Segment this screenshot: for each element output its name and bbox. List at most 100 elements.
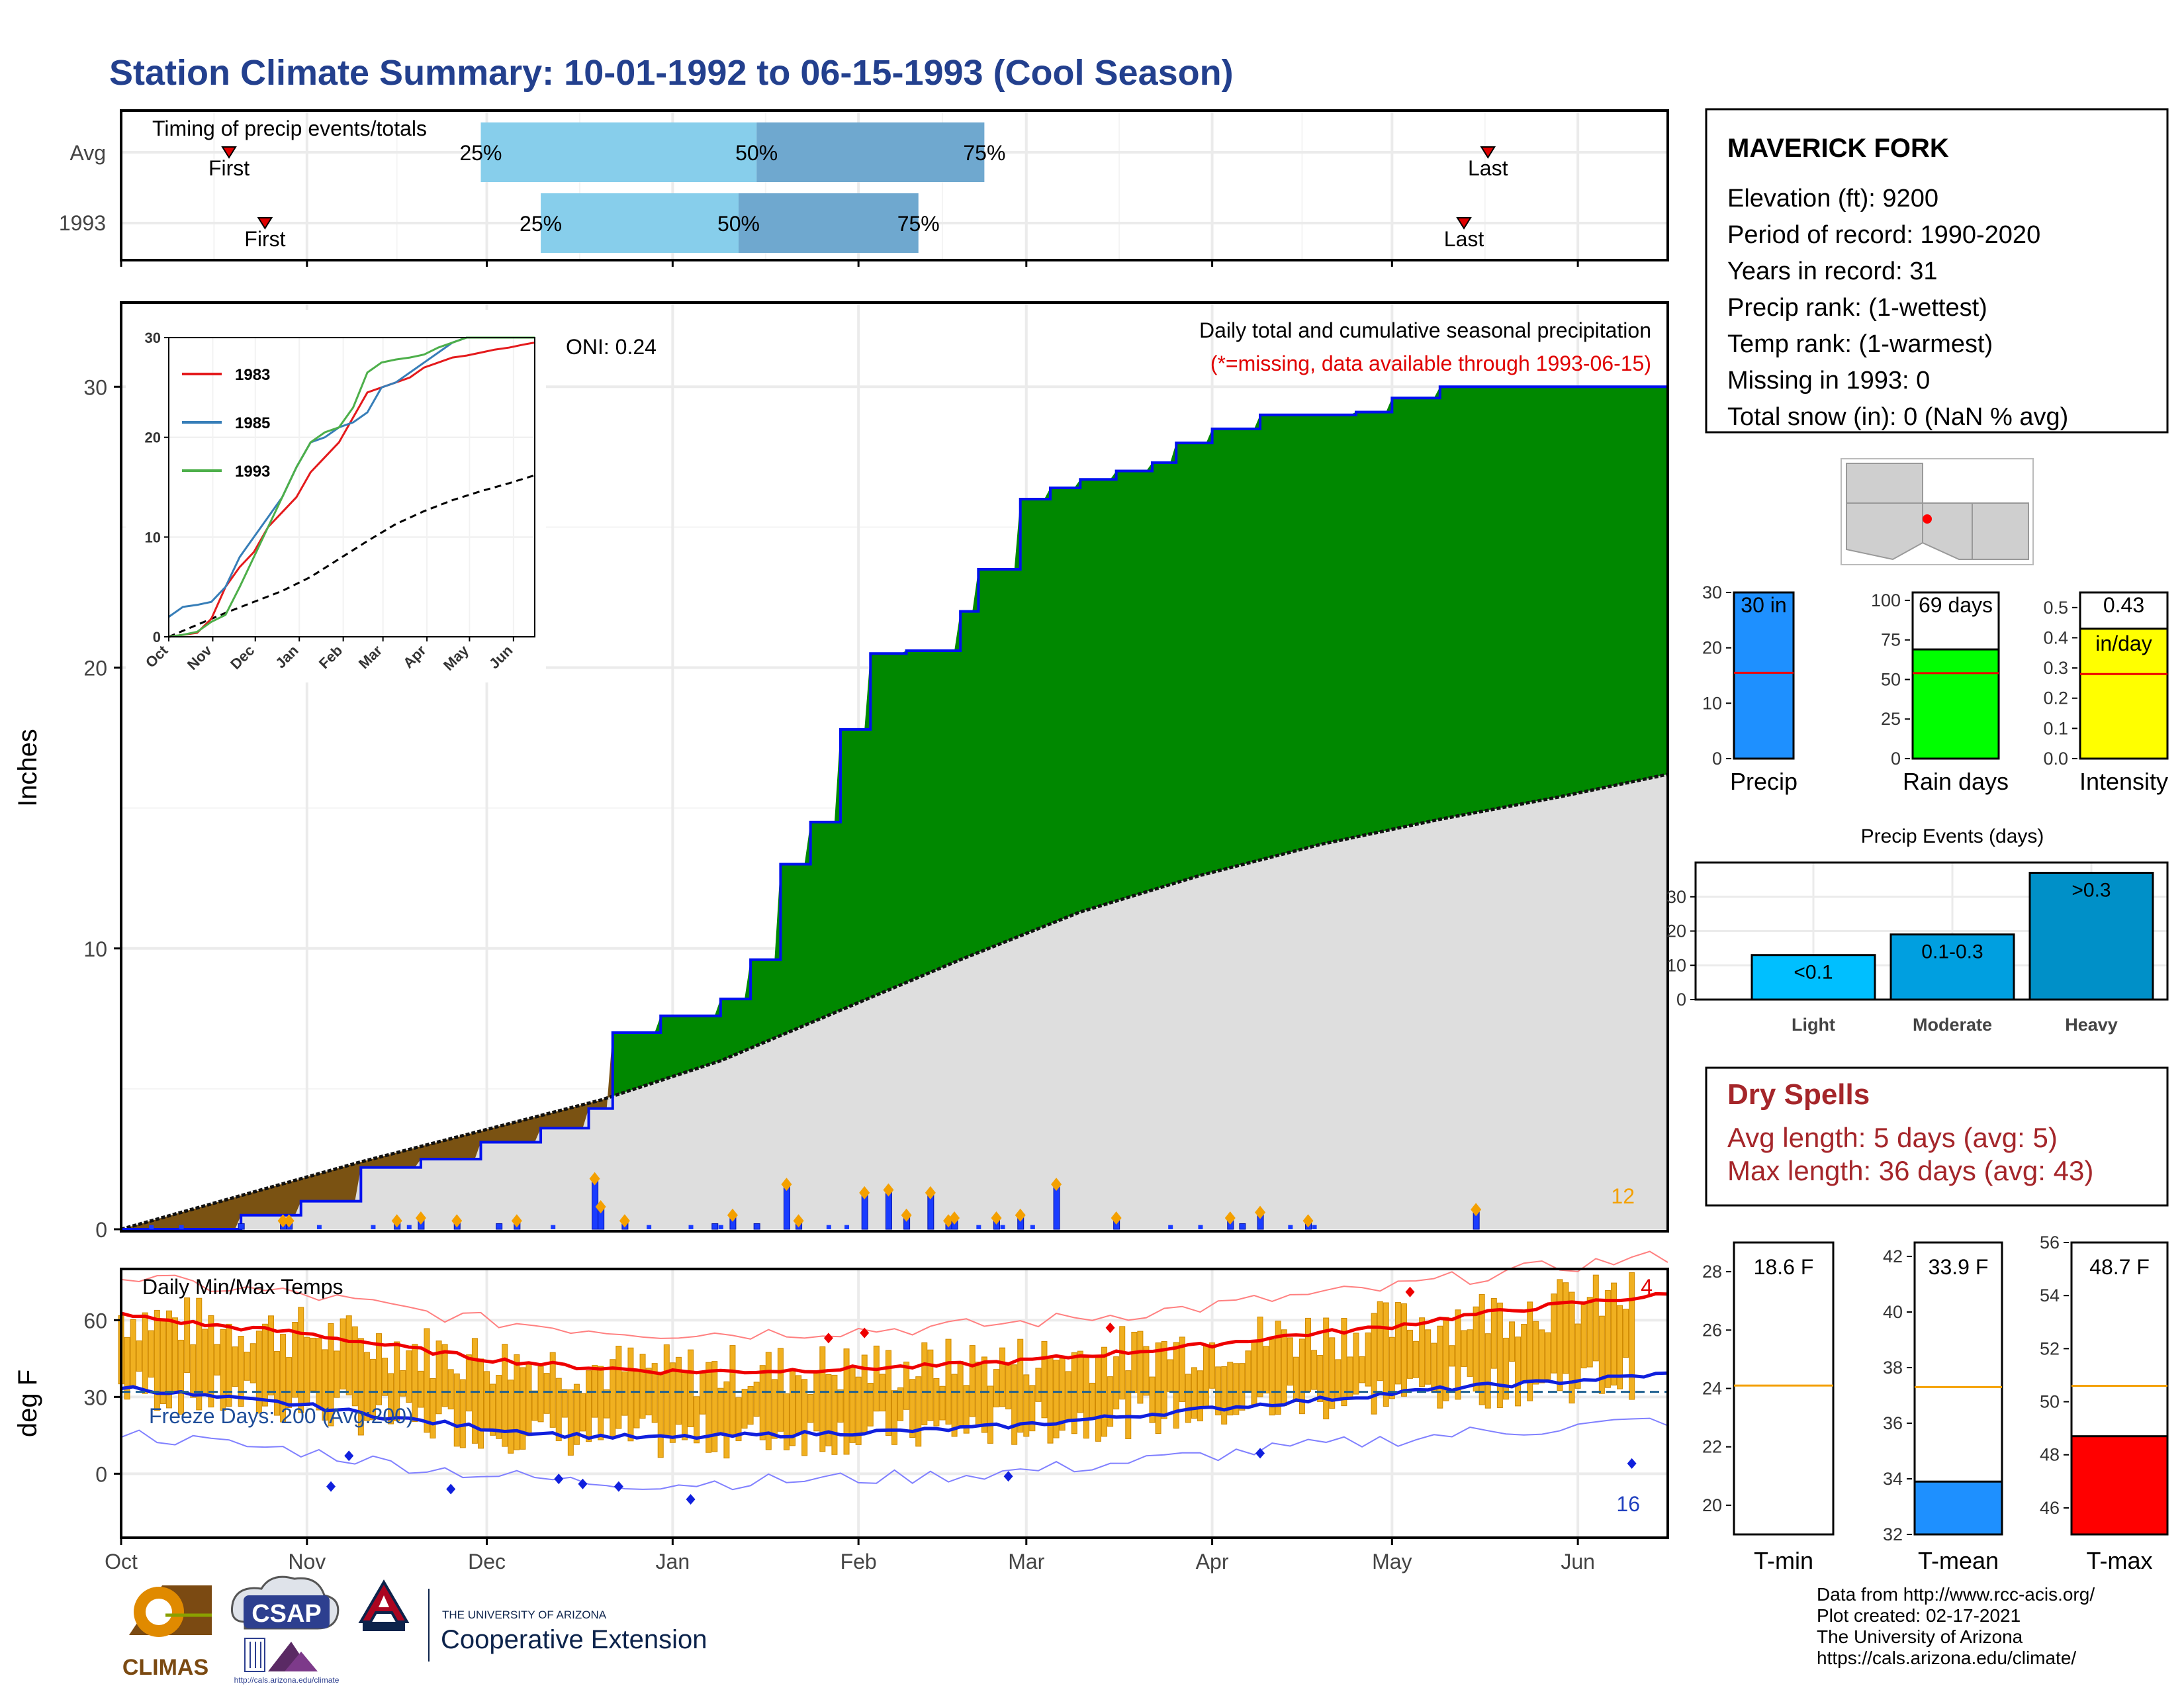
timing-first-marker [257, 217, 273, 230]
daily-temp-bar [1173, 1342, 1179, 1429]
daily-temp-bar [1233, 1363, 1240, 1415]
temp-summary-label: T-mean [1918, 1547, 1999, 1574]
events-bar-label: <0.1 [1794, 962, 1833, 984]
ua-big-text: Cooperative Extension [441, 1625, 707, 1654]
freeze-days-label: Freeze Days: 200 (Avg:200) [149, 1404, 414, 1428]
daily-temp-bar [1557, 1279, 1563, 1391]
daily-temp-bar [1437, 1325, 1443, 1409]
timing-p75-label: 75% [963, 141, 1005, 165]
daily-temp-bar [1479, 1294, 1485, 1405]
inset-legend-label: 1993 [235, 463, 270, 481]
daily-temp-bar [783, 1393, 790, 1450]
daily-temp-bar [214, 1344, 220, 1376]
daily-temp-bar [184, 1297, 191, 1374]
daily-temp-bar [915, 1376, 922, 1447]
daily-temp-bar [921, 1342, 928, 1426]
timing-panel: Timing of precip events/totals Avg 1993 … [59, 109, 1669, 267]
daily-precip-bar [1030, 1225, 1035, 1229]
heavy-event-marker [793, 1214, 804, 1228]
daily-temp-bar [1371, 1313, 1377, 1415]
logos: CLIMAS CSAP http://cals.arizona.edu/clim… [116, 1575, 707, 1685]
events-title: Precip Events (days) [1861, 825, 2044, 847]
daily-temp-bar [1388, 1336, 1395, 1399]
daily-temp-bar [202, 1329, 208, 1395]
temp-summary-tick-label: 34 [1883, 1469, 1903, 1489]
heavy-event-marker [283, 1214, 295, 1228]
summary-bar-label: Rain days [1903, 768, 2009, 795]
heavy-event-marker [1051, 1178, 1062, 1192]
temp-summary-tick-label: 46 [2040, 1498, 2060, 1518]
temp-summary-tick-label: 48 [2040, 1445, 2060, 1465]
daily-temp-bar [232, 1346, 238, 1387]
timing-p50-label: 50% [717, 212, 760, 236]
events-bar [1889, 933, 2015, 1001]
daily-temp-bar [280, 1334, 287, 1423]
summary-bar-tick-label: 0.4 [2043, 628, 2068, 647]
daily-temp-bar [148, 1330, 154, 1378]
daily-temp-bar [424, 1328, 430, 1433]
heavy-event-marker [883, 1183, 894, 1197]
daily-temp-bar [1413, 1340, 1420, 1378]
daily-temp-bar [735, 1397, 742, 1442]
daily-temp-bar [759, 1365, 766, 1440]
daily-temp-bar [610, 1359, 616, 1437]
daily-temp-bar [1539, 1329, 1545, 1383]
daily-precip-bar [316, 1225, 322, 1229]
daily-temp-bar [969, 1345, 976, 1417]
daily-temp-bar [555, 1378, 562, 1442]
daily-temp-bar [190, 1344, 197, 1398]
daily-temp-bar [316, 1338, 322, 1411]
footer-line: https://cals.arizona.edu/climate/ [1817, 1648, 2076, 1668]
summary-bar-tick-label: 10 [1702, 693, 1722, 713]
daily-precip-bar [1168, 1225, 1173, 1229]
heavy-event-marker [781, 1178, 792, 1192]
daily-temp-bar [1400, 1303, 1407, 1397]
daily-temp-bar [1580, 1301, 1587, 1369]
timing-last-marker [1456, 217, 1472, 230]
daily-temp-bar [1287, 1337, 1293, 1386]
daily-temp-bar [1143, 1346, 1150, 1396]
precip-events-chart: Precip Events (days) <0.1 Light 0.1-0.3 Mod… [1666, 825, 2169, 1035]
daily-temp-bar [531, 1390, 538, 1421]
daily-temp-bar [1533, 1321, 1539, 1385]
daily-temp-bar [688, 1349, 694, 1427]
average-cumulative-line [120, 773, 1668, 1231]
daily-temp-bar [1574, 1323, 1581, 1389]
daily-precip-bar [496, 1223, 503, 1230]
station-info-line: Period of record: 1990-2020 [1727, 221, 2040, 249]
max-count-label: 4 [1641, 1275, 1653, 1299]
daily-temp-bar [1508, 1321, 1515, 1362]
summary-bar-tick-label: 0.2 [2043, 688, 2068, 708]
page-title: Station Climate Summary: 10-01-1992 to 0… [109, 53, 1234, 93]
daily-temp-bar [369, 1358, 376, 1421]
daily-temp-bar [208, 1315, 214, 1408]
daily-temp-bar [447, 1369, 454, 1410]
temp-summary-tick-label: 32 [1883, 1524, 1903, 1544]
daily-temp-bar [1598, 1315, 1605, 1394]
temp-summary-tick-label: 50 [2040, 1392, 2060, 1412]
month-label: Apr [1196, 1550, 1229, 1573]
footer-line: The University of Arizona [1817, 1626, 2023, 1647]
daily-temp-bar [1269, 1339, 1275, 1416]
summary-bar-chart-2: 0.43 in/day Intensity 0.0 0.1 0.2 0.3 0.4 0.5 [2043, 591, 2169, 795]
ua-logo: THE UNIVERSITY OF ARIZONA Cooperative Ex… [358, 1579, 707, 1662]
station-location-marker [1923, 514, 1932, 524]
dry-avg-length: Avg length: 5 days (avg: 5) [1727, 1122, 2058, 1153]
record-low-marker [1255, 1448, 1265, 1459]
month-label: May [1372, 1550, 1412, 1573]
station-info-box: MAVERICK FORK Elevation (ft): 9200 Period… [1705, 108, 2169, 434]
daily-temp-bar [657, 1374, 664, 1458]
daily-temp-bar [1586, 1297, 1593, 1368]
heavy-event-marker [925, 1186, 936, 1199]
precip-ytick-label: 20 [83, 657, 107, 680]
timing-p75-label: 75% [897, 212, 940, 236]
temp-summary-tick-label: 54 [2040, 1286, 2060, 1305]
daily-precip-bar [238, 1223, 245, 1230]
daily-temp-bar [604, 1389, 610, 1419]
daily-temp-bar [573, 1383, 580, 1445]
daily-temp-bar [178, 1339, 185, 1415]
daily-temp-bar [711, 1361, 718, 1452]
timing-last-label: Last [1468, 156, 1508, 180]
daily-temp-bar [477, 1358, 484, 1449]
daily-temp-bar [1011, 1364, 1018, 1445]
